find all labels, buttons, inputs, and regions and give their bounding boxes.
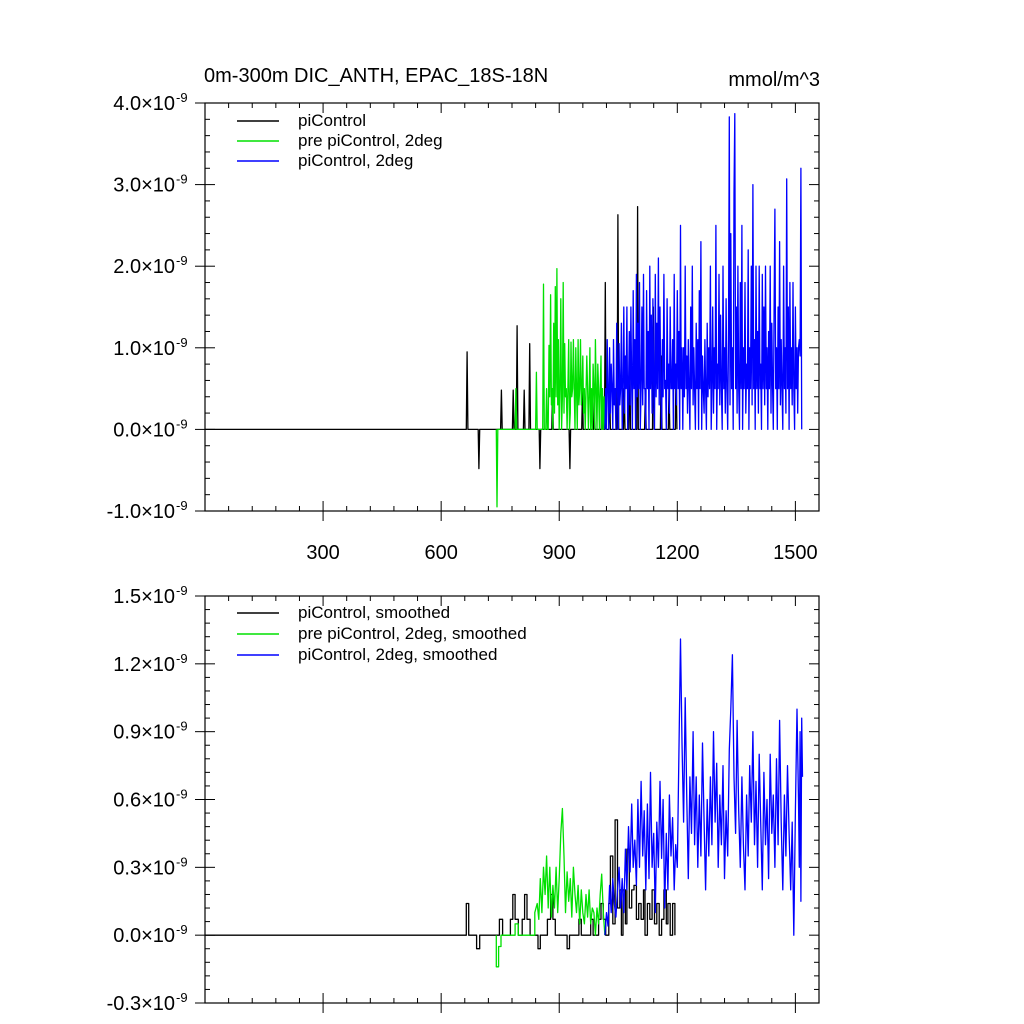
smoothed-legend: piControl, smoothed pre piControl, 2deg, … — [237, 603, 527, 664]
raw-ytick-exponent: -9 — [176, 90, 188, 105]
smoothed-ytick-exponent: -9 — [176, 787, 188, 802]
smoothed-ytick-exponent: -9 — [176, 583, 188, 598]
raw-legend-label: piControl — [298, 111, 366, 130]
smoothed-ytick-exponent: -9 — [176, 651, 188, 666]
smoothed-ytick-label: 0.9×10 — [113, 722, 175, 744]
smoothed-axes: -0.3×10 -90.0×10 -90.3×10 -90.6×10 -90.9×10-… — [107, 583, 819, 1015]
raw-axes: 300 600 900 1200 1500-1.0×10 -90.0×10 -91.0×10… — [107, 90, 819, 564]
raw-ytick-label: 1.0×10 — [113, 338, 175, 360]
raw-ytick-exponent: -9 — [176, 498, 188, 513]
smoothed-ytick-exponent: -9 — [176, 990, 188, 1005]
smoothed-ytick-label: 0.0×10 — [113, 925, 175, 947]
raw-ytick-exponent: -9 — [176, 172, 188, 187]
smoothed-legend-label: pre piControl, 2deg, smoothed — [298, 624, 527, 643]
smoothed-ytick-label: 0.6×10 — [113, 790, 175, 812]
smoothed-ytick-label: 1.2×10 — [113, 654, 175, 676]
smoothed-ytick-label: -0.3×10 — [107, 993, 175, 1015]
smoothed-ytick-label: 0.3×10 — [113, 857, 175, 879]
raw-ytick-label: 4.0×10 — [113, 93, 175, 115]
smoothed-series-1 — [495, 807, 606, 968]
smoothed-ytick-label: 1.5×10 — [113, 586, 175, 608]
smoothed-series-group — [205, 638, 804, 968]
raw-series-group — [205, 112, 803, 508]
xtick-label-900: 900 — [543, 542, 576, 564]
xtick-label-300: 300 — [306, 542, 339, 564]
smoothed-ytick-exponent: -9 — [176, 719, 188, 734]
raw-ytick-label: 0.0×10 — [113, 419, 175, 441]
smoothed-ytick-exponent: -9 — [176, 854, 188, 869]
raw-ytick-exponent: -9 — [176, 416, 188, 431]
raw-legend-label: pre piControl, 2deg — [298, 131, 443, 150]
smoothed-legend-label: piControl, smoothed — [298, 603, 450, 622]
raw-ytick-label: -1.0×10 — [107, 501, 175, 523]
raw-ytick-label: 3.0×10 — [113, 175, 175, 197]
raw-ytick-label: 2.0×10 — [113, 256, 175, 278]
xtick-label-600: 600 — [424, 542, 457, 564]
raw-ytick-exponent: -9 — [176, 253, 188, 268]
raw-ytick-exponent: -9 — [176, 335, 188, 350]
raw-legend-label: piControl, 2deg — [298, 151, 413, 170]
raw-series-1 — [495, 267, 606, 508]
units-label: mmol/m^3 — [728, 69, 820, 91]
raw-series-2 — [604, 112, 803, 431]
xtick-label-1200: 1200 — [655, 542, 700, 564]
smoothed-ytick-exponent: -9 — [176, 922, 188, 937]
smoothed-series-2 — [604, 638, 804, 936]
smoothed-legend-label: piControl, 2deg, smoothed — [298, 645, 497, 664]
xtick-label-1500: 1500 — [773, 542, 818, 564]
chart-title: 0m-300m DIC_ANTH, EPAC_18S-18N — [204, 65, 548, 87]
